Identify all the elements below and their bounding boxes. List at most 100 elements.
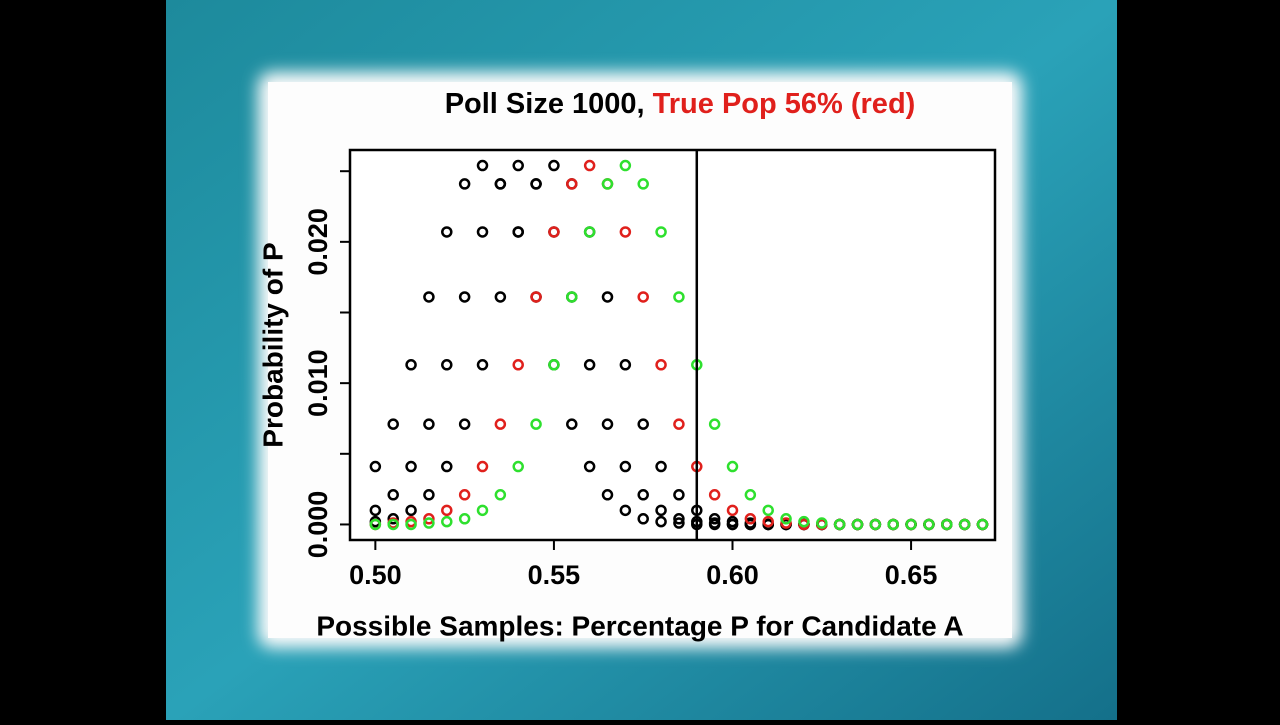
data-point bbox=[458, 513, 471, 525]
data-point bbox=[673, 517, 685, 529]
data-point bbox=[619, 226, 632, 238]
data-point bbox=[601, 178, 614, 190]
data-point bbox=[833, 518, 846, 531]
data-point bbox=[923, 518, 935, 531]
data-point bbox=[655, 226, 667, 238]
y-tick-label: 0.000 bbox=[303, 491, 333, 559]
data-point bbox=[780, 513, 792, 525]
x-tick-label: 0.50 bbox=[349, 560, 402, 590]
data-point bbox=[423, 291, 435, 303]
data-point bbox=[976, 518, 989, 531]
data-point bbox=[512, 226, 524, 238]
data-point bbox=[637, 291, 649, 303]
data-point bbox=[423, 418, 435, 430]
y-tick-label: 0.020 bbox=[303, 208, 333, 276]
data-point bbox=[494, 418, 507, 430]
data-point bbox=[905, 518, 917, 531]
data-point bbox=[405, 359, 417, 371]
data-point bbox=[548, 159, 560, 172]
data-point bbox=[441, 515, 453, 528]
data-point bbox=[637, 513, 649, 525]
data-point bbox=[816, 517, 828, 529]
data-point bbox=[548, 226, 560, 238]
data-point bbox=[441, 226, 453, 238]
data-point bbox=[566, 178, 578, 190]
data-point bbox=[708, 418, 721, 430]
data-point bbox=[673, 489, 685, 501]
data-point bbox=[512, 460, 524, 473]
data-point bbox=[387, 418, 399, 430]
data-point bbox=[744, 489, 757, 501]
data-point bbox=[458, 489, 471, 501]
data-point bbox=[583, 460, 596, 473]
data-point bbox=[369, 460, 382, 473]
x-tick-label: 0.60 bbox=[706, 560, 759, 590]
data-point bbox=[423, 489, 435, 501]
data-point bbox=[708, 513, 721, 525]
data-point bbox=[655, 504, 667, 517]
data-point bbox=[601, 418, 614, 430]
data-point bbox=[566, 291, 578, 303]
data-point bbox=[762, 515, 774, 528]
y-tick-label: 0.010 bbox=[303, 349, 333, 417]
data-point bbox=[512, 159, 524, 172]
data-point bbox=[441, 359, 453, 371]
data-point bbox=[369, 504, 382, 517]
data-point bbox=[655, 460, 667, 473]
data-point bbox=[655, 359, 667, 371]
data-point bbox=[405, 518, 417, 531]
data-point bbox=[494, 489, 507, 501]
y-axis-label: Probability of P bbox=[257, 242, 288, 447]
data-point bbox=[726, 504, 739, 517]
data-point bbox=[601, 291, 614, 303]
data-point bbox=[405, 460, 417, 473]
title-part: Poll Size 1000, bbox=[445, 88, 645, 120]
data-point bbox=[798, 515, 810, 528]
data-point bbox=[655, 515, 667, 528]
data-point bbox=[744, 513, 757, 525]
data-point bbox=[494, 178, 507, 190]
data-point bbox=[869, 518, 882, 531]
data-point bbox=[512, 359, 524, 371]
x-tick-label: 0.65 bbox=[885, 560, 938, 590]
chart-title: Poll Size 1000, True Pop 56% (red) bbox=[445, 88, 916, 120]
data-point bbox=[673, 291, 685, 303]
data-point bbox=[530, 291, 542, 303]
data-point bbox=[762, 504, 774, 517]
data-point bbox=[583, 359, 596, 371]
data-point bbox=[476, 159, 489, 172]
data-point bbox=[566, 418, 578, 430]
data-point bbox=[780, 517, 792, 529]
data-point bbox=[476, 226, 489, 238]
data-point bbox=[530, 418, 542, 430]
data-point bbox=[494, 291, 507, 303]
data-point bbox=[619, 504, 632, 517]
data-point bbox=[637, 418, 649, 430]
plot-frame bbox=[348, 148, 997, 542]
data-point bbox=[441, 504, 453, 517]
data-point bbox=[476, 359, 489, 371]
data-point bbox=[548, 359, 560, 371]
data-point bbox=[708, 489, 721, 501]
data-point bbox=[530, 178, 542, 190]
data-point bbox=[708, 517, 721, 529]
data-point bbox=[423, 517, 435, 529]
data-point bbox=[887, 518, 899, 531]
data-point bbox=[458, 418, 471, 430]
data-point bbox=[601, 489, 614, 501]
plot: 0.50 0.55 0.60 0.65 0.000 0.010 0.020 bbox=[303, 148, 997, 590]
data-point bbox=[441, 460, 453, 473]
title-highlight: True Pop 56% (red) bbox=[653, 88, 916, 120]
data-point bbox=[387, 513, 399, 525]
data-point bbox=[619, 359, 632, 371]
data-point bbox=[583, 159, 596, 172]
data-point bbox=[423, 513, 435, 525]
data-point bbox=[583, 226, 596, 238]
x-axis-label: Possible Samples: Percentage P for Candi… bbox=[316, 610, 963, 641]
data-point bbox=[369, 518, 382, 531]
data-point bbox=[387, 518, 399, 531]
data-point bbox=[637, 178, 649, 190]
data-point bbox=[405, 504, 417, 517]
